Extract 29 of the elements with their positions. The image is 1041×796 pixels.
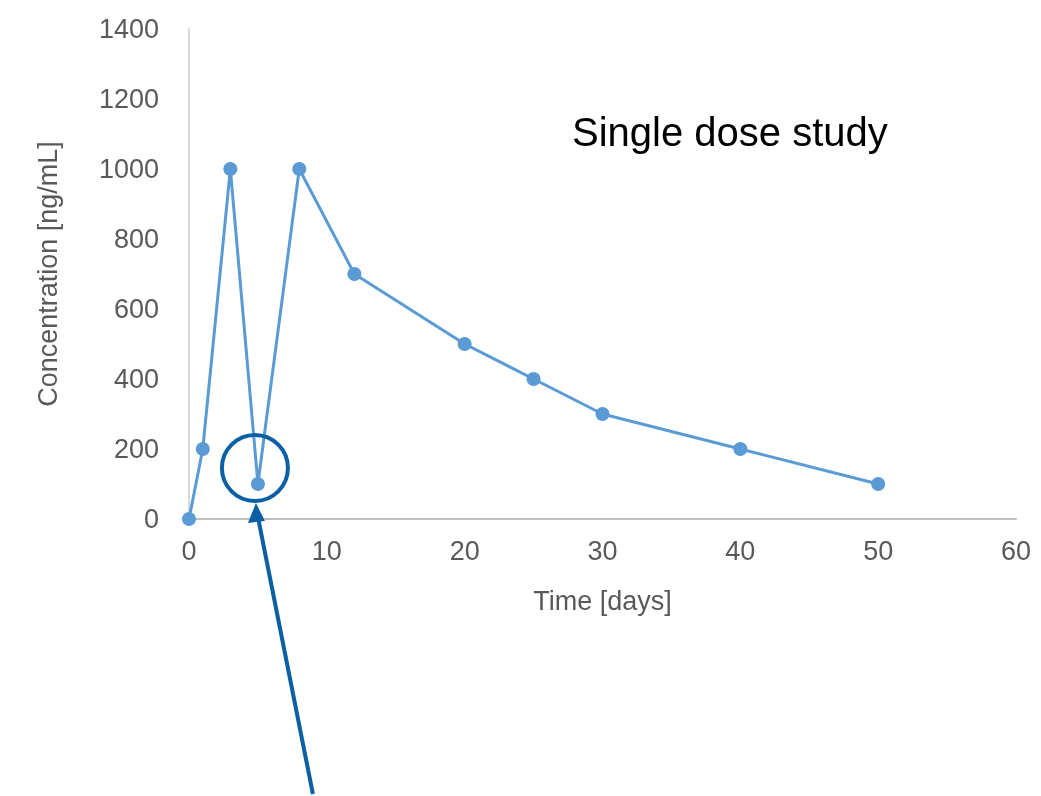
annotation: Single dose study bbox=[572, 110, 888, 155]
x-axis-title: Time [days] bbox=[533, 585, 672, 616]
y-tick-label: 1000 bbox=[98, 154, 159, 184]
point bbox=[292, 162, 307, 176]
point bbox=[182, 512, 196, 526]
point bbox=[457, 337, 472, 351]
point bbox=[223, 162, 238, 176]
point bbox=[871, 477, 886, 491]
y-tick-label: 600 bbox=[113, 294, 159, 324]
point bbox=[250, 477, 265, 491]
y-tick-label: 800 bbox=[113, 224, 159, 254]
point bbox=[195, 442, 210, 456]
y-tick-label: 200 bbox=[113, 434, 159, 464]
point bbox=[526, 372, 541, 386]
y-axis-title: Concentration [ng/mL] bbox=[32, 141, 63, 407]
x-tick-label: 10 bbox=[311, 535, 342, 566]
y-tick-label: 1200 bbox=[98, 84, 159, 114]
x-tick-label: 40 bbox=[725, 535, 756, 566]
x-tick-label: 50 bbox=[863, 535, 894, 566]
point bbox=[347, 267, 362, 281]
x-tick-label: 60 bbox=[1000, 535, 1032, 566]
x-tick-label: 30 bbox=[587, 535, 618, 566]
point bbox=[595, 407, 610, 421]
y-tick-label: 1400 bbox=[98, 14, 159, 44]
y-tick-label: 0 bbox=[143, 504, 159, 534]
y-tick-label: 400 bbox=[113, 364, 159, 394]
x-tick-label: 20 bbox=[449, 535, 480, 566]
point bbox=[733, 442, 748, 456]
x-tick-label: 0 bbox=[181, 535, 197, 566]
